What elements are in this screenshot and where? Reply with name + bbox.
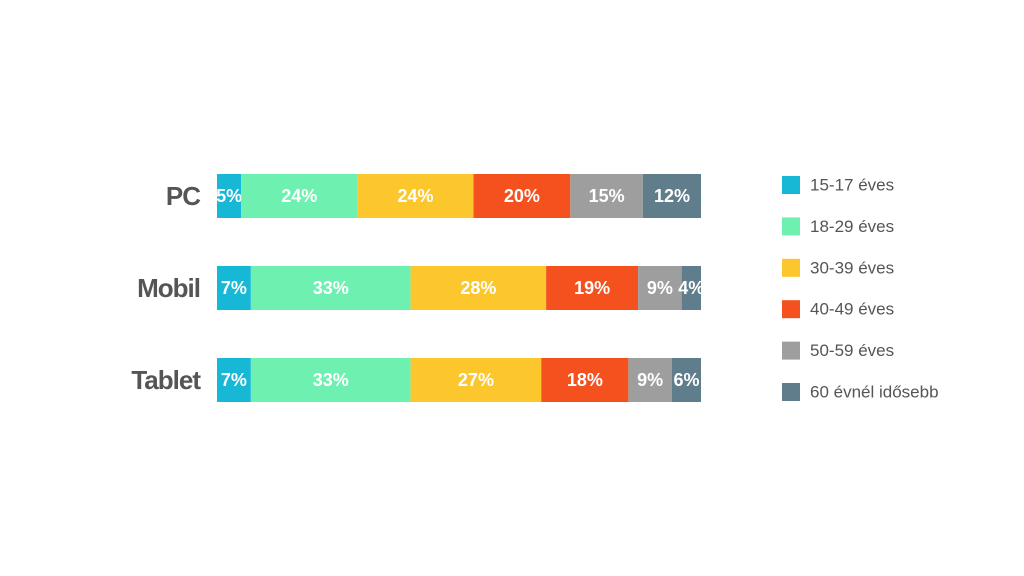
bar-segment [217,266,251,310]
data-label: 19% [574,278,610,298]
legend-swatch [782,258,800,277]
category-label: PC [166,181,201,211]
bar-segment [410,358,542,402]
data-label: 33% [313,370,349,390]
data-label: 9% [637,370,663,390]
legend-label: 15-17 éves [810,175,894,194]
bar-segment [217,358,251,402]
bar-segment [357,174,474,218]
data-label: 33% [313,278,349,298]
bar-segment [628,358,672,402]
legend-swatch [782,300,800,319]
bar-segment [217,174,242,218]
data-label: 7% [221,370,247,390]
bar-segment [410,266,547,310]
bar-segment [570,174,643,218]
data-label: 24% [397,186,433,206]
legend-label: 30-39 éves [810,258,894,277]
bar-segment [541,358,629,402]
data-label: 27% [458,370,494,390]
legend-swatch [782,217,800,236]
legend-label: 40-49 éves [810,300,894,319]
data-label: 6% [673,370,699,390]
legend-label: 50-59 éves [810,341,894,360]
legend-swatch [782,341,800,360]
data-label: 28% [460,278,496,298]
bar-segment [638,266,682,310]
bar-segment [250,266,411,310]
data-label: 9% [647,278,673,298]
data-label: 5% [216,186,242,206]
legend-label: 18-29 éves [810,217,894,236]
legend-swatch [782,176,800,194]
bar-segment [546,266,639,310]
bar-segment [642,174,701,218]
category-label: Mobil [137,273,200,303]
bar-segment [241,174,358,218]
data-label: 18% [567,370,603,390]
bar-segment [681,266,701,310]
data-label: 24% [281,186,317,206]
category-label: Tablet [131,365,201,395]
bar-segment [473,174,571,218]
data-label: 4% [678,278,704,298]
data-label: 15% [589,186,625,206]
data-label: 20% [504,186,540,206]
bar-segment [671,358,701,402]
bar-segment [250,358,411,402]
legend-label: 60 évnél idősebb [810,382,939,401]
data-label: 12% [654,186,690,206]
data-label: 7% [221,278,247,298]
legend-swatch [782,383,800,401]
